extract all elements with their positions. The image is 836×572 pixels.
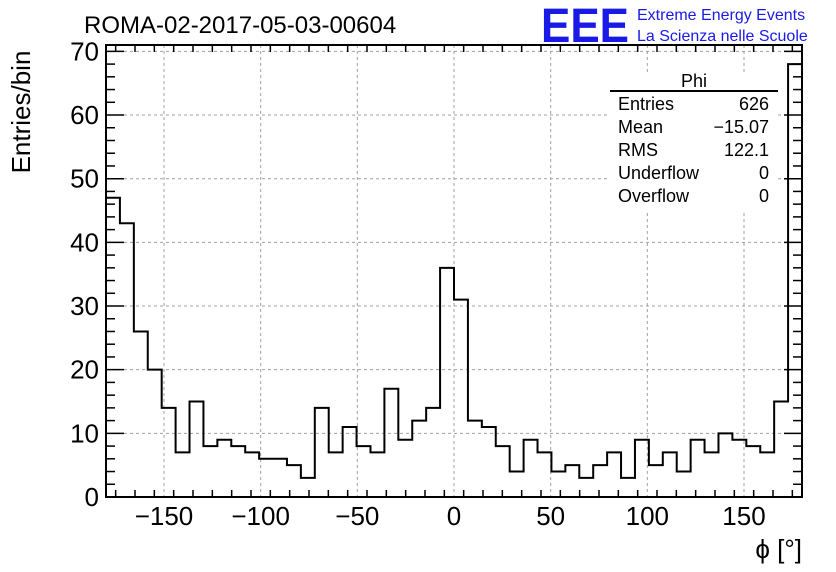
stats-box-background xyxy=(610,75,778,213)
stats-row-label: Underflow xyxy=(618,163,700,183)
grid-lines xyxy=(106,45,802,497)
histogram-bin xyxy=(412,421,426,497)
histogram-bin xyxy=(621,478,635,497)
histogram-bin xyxy=(134,331,148,497)
histogram-bin xyxy=(329,452,343,497)
histogram-bin xyxy=(343,427,357,497)
histogram-bin xyxy=(440,268,454,497)
eee-logo-line2: La Scienza nelle Scuole xyxy=(637,28,808,45)
stats-row-label: RMS xyxy=(618,140,658,160)
histogram-bin xyxy=(162,408,176,497)
histogram-bin xyxy=(663,452,677,497)
histogram-step-line xyxy=(105,63,803,497)
histogram-bin xyxy=(176,452,190,497)
x-tick-label: 0 xyxy=(447,501,461,531)
histogram-bin xyxy=(315,408,329,497)
eee-logo: EEE Extreme Energy Events La Scienza nel… xyxy=(541,0,808,53)
histogram-bin xyxy=(746,446,760,497)
histogram-bin xyxy=(677,472,691,497)
stats-row-label: Mean xyxy=(618,117,663,137)
histogram-bin xyxy=(231,446,245,497)
histogram-bin xyxy=(732,440,746,497)
histogram-bin xyxy=(593,465,607,497)
histogram-bin xyxy=(357,446,371,497)
x-tick-label: 50 xyxy=(536,501,565,531)
histogram-bin xyxy=(273,459,287,497)
histogram-bin xyxy=(217,440,231,497)
y-tick-label: 10 xyxy=(70,418,99,448)
run-title: ROMA-02-2017-05-03-00604 xyxy=(84,12,396,39)
histogram-bin xyxy=(301,478,315,497)
x-tick-labels: −150 −100 −50 0 50 100 150 xyxy=(135,501,766,531)
x-tick-label: −100 xyxy=(231,501,290,531)
x-tick-label: −50 xyxy=(335,501,379,531)
histogram-bin xyxy=(120,223,134,497)
histogram-bin xyxy=(718,433,732,497)
histogram-bin xyxy=(774,402,788,497)
histogram-bin xyxy=(649,465,663,497)
histogram-bin xyxy=(705,452,719,497)
stats-row-value: 122.1 xyxy=(724,140,769,160)
stats-box: Phi Entries 626 Mean −15.07 RMS 122.1 Underflo… xyxy=(610,71,778,213)
y-axis-label: Entries/bin xyxy=(6,51,36,174)
histogram-bin xyxy=(426,408,440,497)
stats-rows: Entries 626 Mean −15.07 RMS 122.1 Underflow 0 Ov… xyxy=(618,94,769,206)
histogram-bin xyxy=(691,440,705,497)
histogram-bin xyxy=(496,446,510,497)
y-tick-label: 50 xyxy=(70,164,99,194)
stats-row-value: −15.07 xyxy=(713,117,769,137)
stats-row-label: Overflow xyxy=(618,186,690,206)
histogram-series xyxy=(105,63,803,497)
histogram-bin xyxy=(384,389,398,497)
histogram-bin xyxy=(203,446,217,497)
stats-row-value: 626 xyxy=(739,94,769,114)
y-tick-label: 20 xyxy=(70,355,99,385)
y-tick-label: 60 xyxy=(70,100,99,130)
stats-box-title: Phi xyxy=(681,71,707,91)
x-tick-label: 100 xyxy=(626,501,669,531)
x-tick-label: 150 xyxy=(722,501,765,531)
histogram-bin xyxy=(468,421,482,497)
stats-row-value: 0 xyxy=(759,163,769,183)
y-tick-label: 40 xyxy=(70,227,99,257)
histogram-bin xyxy=(454,300,468,497)
y-tick-labels: 0 10 20 30 40 50 60 70 xyxy=(70,36,99,512)
histogram-bin xyxy=(398,440,412,497)
histogram-bin xyxy=(370,452,384,497)
eee-logo-line1: Extreme Energy Events xyxy=(637,7,805,24)
eee-logo-mark: EEE xyxy=(541,0,629,53)
x-axis-label: ϕ [°] xyxy=(755,534,802,564)
histogram-bin xyxy=(635,440,649,497)
y-tick-label: 70 xyxy=(70,36,99,66)
x-tick-label: −150 xyxy=(135,501,194,531)
histogram-bin xyxy=(245,452,259,497)
histogram-bin xyxy=(482,427,496,497)
stats-row-value: 0 xyxy=(759,186,769,206)
axis-ticks xyxy=(106,45,802,498)
plot-frame xyxy=(105,44,803,498)
histogram-bin xyxy=(551,472,565,497)
stats-row-label: Entries xyxy=(618,94,674,114)
histogram-bin xyxy=(760,452,774,497)
histogram-bin xyxy=(148,370,162,497)
histogram-bin xyxy=(190,402,204,497)
histogram-bin xyxy=(538,452,552,497)
histogram-bin xyxy=(524,440,538,497)
y-tick-label: 30 xyxy=(70,291,99,321)
histogram-bin xyxy=(565,465,579,497)
y-tick-label: 0 xyxy=(85,482,99,512)
histogram-bin xyxy=(579,478,593,497)
